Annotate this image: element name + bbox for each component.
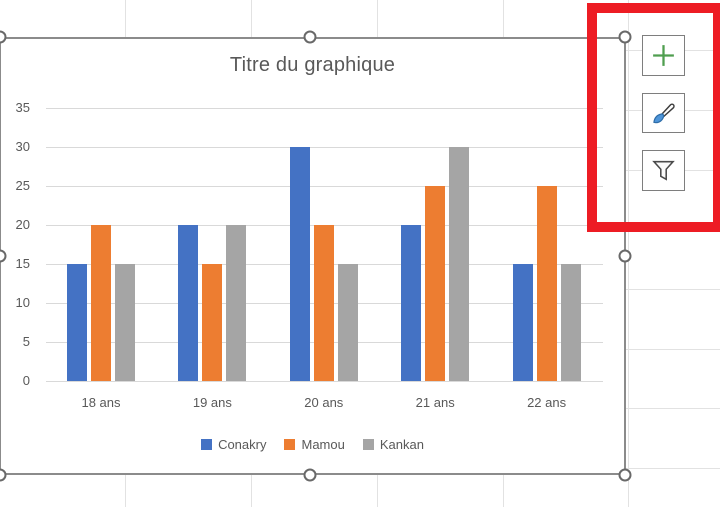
x-axis-label: 18 ans	[81, 395, 121, 410]
bar[interactable]	[401, 225, 422, 381]
legend-swatch	[362, 438, 374, 450]
brush-icon	[653, 102, 675, 123]
bar[interactable]	[560, 264, 581, 381]
bar[interactable]	[313, 225, 334, 381]
chart-elements-button[interactable]	[642, 35, 685, 76]
chart-title[interactable]: Titre du graphique	[229, 54, 396, 76]
chart-legend[interactable]: Conakry Mamou Kankan	[0, 435, 626, 453]
selection-handle[interactable]	[0, 468, 7, 482]
chart-filters-button[interactable]	[642, 150, 685, 191]
bar[interactable]	[226, 225, 247, 381]
y-axis-label: 35	[15, 100, 30, 115]
x-axis-label: 19 ans	[192, 395, 232, 410]
bar[interactable]	[91, 225, 111, 381]
bar[interactable]	[425, 186, 446, 381]
chart-object[interactable]: Titre du graphique 0 5 10 15 20 25 30 35 18 ans 1…	[0, 30, 632, 482]
funnel-icon	[652, 160, 675, 181]
y-axis-label: 15	[15, 256, 30, 271]
y-axis-label: 5	[22, 334, 30, 349]
plus-icon	[653, 45, 674, 66]
legend-swatch	[201, 438, 213, 450]
y-axis-label: 30	[15, 139, 30, 154]
chart-gridline	[46, 108, 603, 109]
selection-handle[interactable]	[618, 30, 632, 44]
legend-item[interactable]: Conakry	[201, 437, 266, 452]
selection-handle[interactable]	[303, 30, 317, 44]
legend-label: Mamou	[301, 436, 345, 452]
legend-item[interactable]: Mamou	[284, 436, 345, 452]
legend-label: Kankan	[379, 436, 424, 452]
bar[interactable]	[202, 264, 223, 381]
selection-handle[interactable]	[618, 249, 632, 263]
bar[interactable]	[449, 147, 470, 381]
bar[interactable]	[178, 225, 199, 381]
bar[interactable]	[67, 264, 87, 381]
chart-gridline	[46, 186, 603, 187]
y-axis-label: 10	[15, 295, 30, 310]
bar[interactable]	[115, 264, 135, 381]
legend-label: Conakry	[218, 436, 267, 452]
bar[interactable]	[337, 264, 358, 381]
y-axis-label: 0	[22, 373, 30, 388]
bar[interactable]	[289, 147, 310, 381]
bar[interactable]	[512, 264, 533, 381]
bar[interactable]	[536, 186, 557, 381]
x-axis-label: 21 ans	[415, 395, 455, 410]
chart-gridline	[46, 147, 603, 148]
selection-handle[interactable]	[0, 249, 7, 263]
selection-handle[interactable]	[618, 468, 632, 482]
x-axis-label: 20 ans	[304, 395, 344, 410]
chart-gridline	[46, 381, 603, 382]
x-axis-label: 22 ans	[527, 395, 567, 410]
y-axis-label: 25	[15, 178, 30, 193]
legend-item[interactable]: Kankan	[362, 436, 424, 452]
y-axis-label: 20	[15, 217, 30, 232]
selection-handle[interactable]	[303, 468, 317, 482]
chart-styles-button[interactable]	[642, 93, 685, 133]
legend-swatch	[284, 438, 296, 450]
selection-handle[interactable]	[0, 30, 7, 44]
